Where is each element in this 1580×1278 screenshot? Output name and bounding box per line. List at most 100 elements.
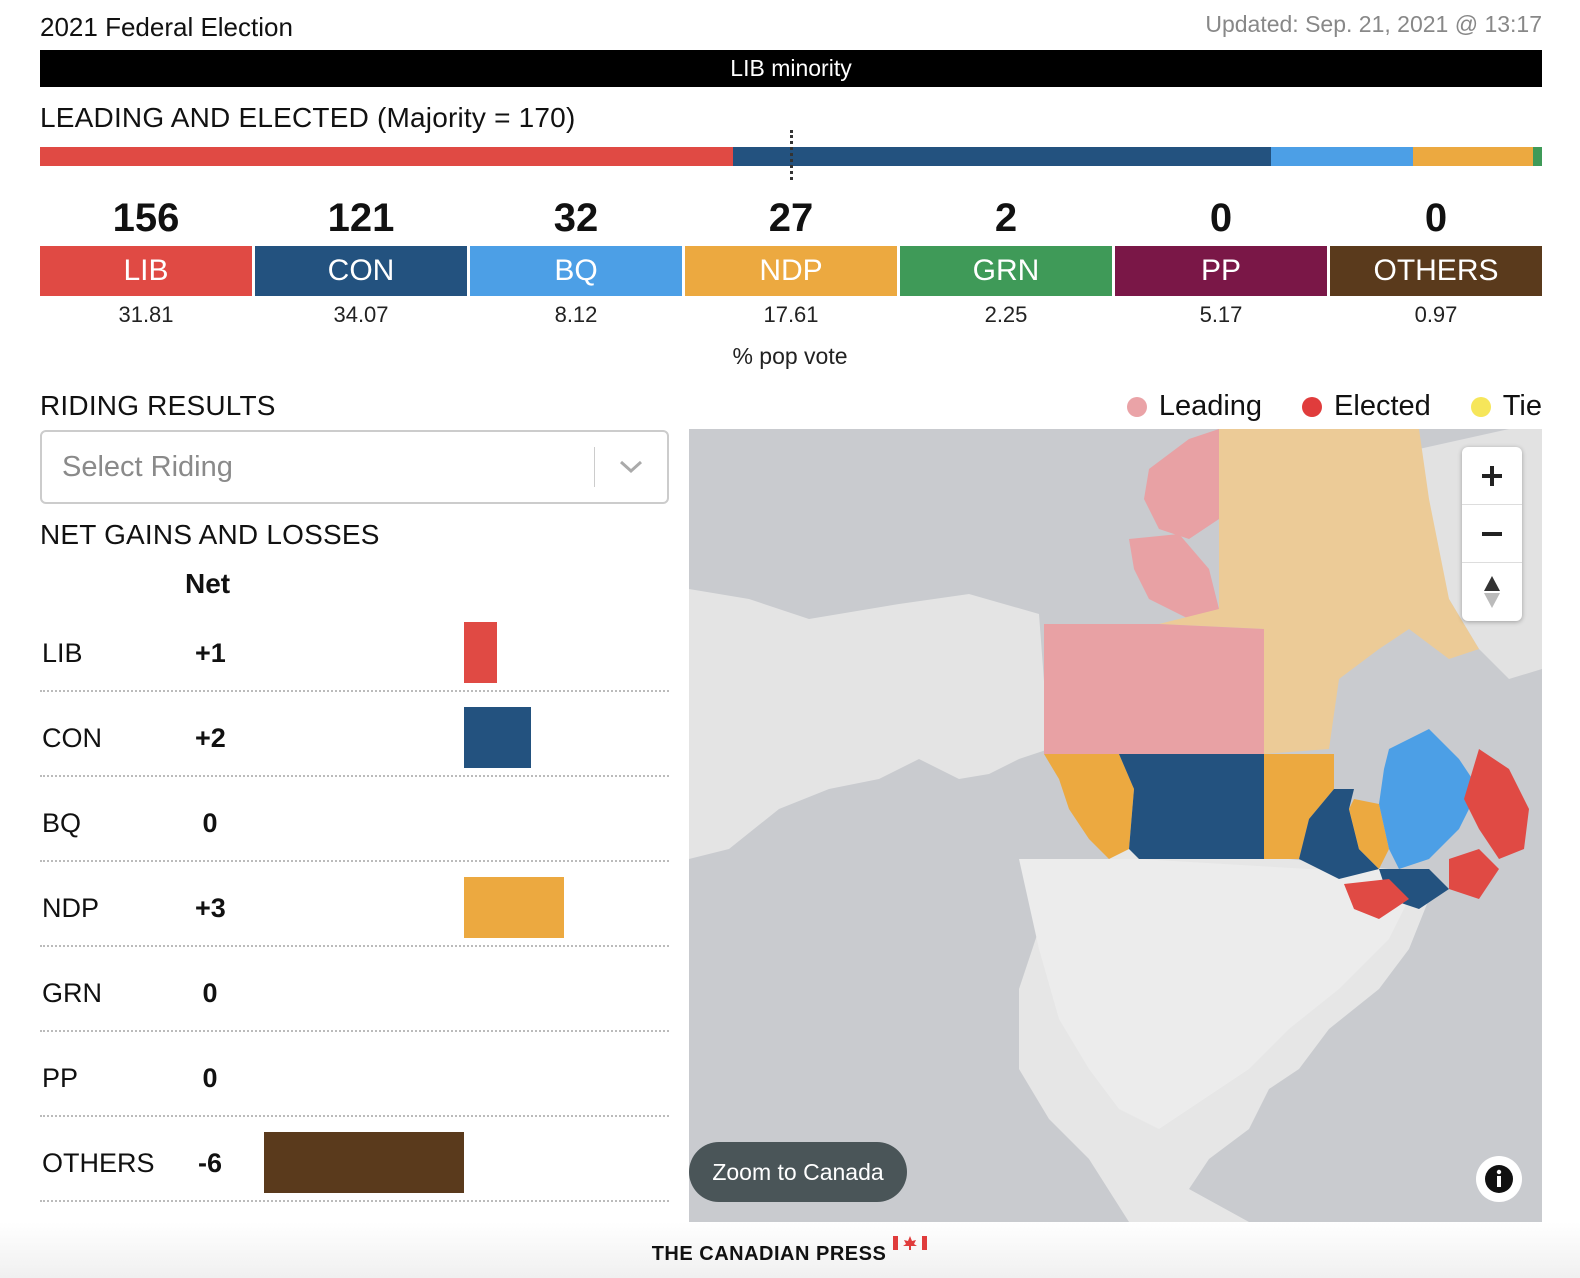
net-bar-others <box>264 1132 464 1193</box>
party-label: PP <box>1115 246 1327 296</box>
seat-segment-lib <box>40 147 734 166</box>
zoom-control <box>1462 447 1522 621</box>
riding-select[interactable]: Select Riding <box>40 430 669 504</box>
party-column-others: 0 OTHERS 0.97 <box>1330 190 1542 328</box>
riding-results-title: RIDING RESULTS <box>40 390 276 421</box>
party-pop-vote: 8.12 <box>554 302 598 327</box>
info-icon <box>1484 1164 1514 1194</box>
party-seat-count: 0 <box>1209 196 1233 240</box>
net-row-ndp: NDP +3 <box>40 862 669 947</box>
zoom-out-button[interactable] <box>1462 505 1522 563</box>
legend-dot <box>1470 396 1491 417</box>
net-party-name: PP <box>42 1063 79 1093</box>
party-column-con: 121 CON 34.07 <box>255 190 467 328</box>
party-seat-count: 27 <box>768 196 814 240</box>
net-party-name: BQ <box>42 808 82 838</box>
net-change-value: +3 <box>195 893 226 923</box>
pop-vote-label: % pop vote <box>732 343 848 369</box>
party-seat-count: 156 <box>112 196 180 240</box>
seat-segment-bq <box>1270 147 1414 166</box>
net-party-name: OTHERS <box>42 1148 155 1178</box>
party-seat-count: 32 <box>553 196 599 240</box>
net-party-name: NDP <box>42 893 100 923</box>
zoom-in-button[interactable] <box>1462 447 1522 505</box>
minus-icon <box>1480 522 1504 546</box>
party-column-ndp: 27 NDP 17.61 <box>685 190 897 328</box>
party-label: GRN <box>900 246 1112 296</box>
legend-label: Leading <box>1158 390 1263 422</box>
chevron-down-icon[interactable] <box>595 459 667 475</box>
party-label: OTHERS <box>1330 246 1542 296</box>
party-column-bq: 32 BQ 8.12 <box>470 190 682 328</box>
net-row-pp: PP 0 <box>40 1032 669 1117</box>
riding-select-placeholder: Select Riding <box>62 450 233 483</box>
zoom-to-canada-button[interactable]: Zoom to Canada <box>689 1142 907 1202</box>
net-change-value: 0 <box>202 808 218 838</box>
party-results-grid: 156 LIB 31.81 121 CON 34.07 32 BQ 8.12 27 NDP 17.61… <box>40 190 1542 328</box>
party-pop-vote: 17.61 <box>763 302 819 327</box>
election-title: 2021 Federal Election <box>40 12 293 42</box>
net-row-bq: BQ 0 <box>40 777 669 862</box>
riding-map[interactable]: Zoom to Canada <box>689 429 1542 1222</box>
net-column-header: Net <box>185 568 231 599</box>
net-change-value: -6 <box>197 1148 222 1178</box>
party-label: NDP <box>685 246 897 296</box>
legend-label: Tie <box>1502 390 1542 422</box>
net-change-value: 0 <box>202 1063 218 1093</box>
legend-item-elected: Elected <box>1302 390 1431 423</box>
party-pop-vote: 5.17 <box>1199 302 1243 327</box>
select-divider <box>594 447 595 487</box>
net-change-value: +1 <box>195 638 226 668</box>
compass-icon <box>1482 574 1502 610</box>
maple-leaf-icon <box>892 1234 928 1257</box>
net-change-value: +2 <box>195 723 226 753</box>
legend-dot <box>1126 396 1147 417</box>
leading-elected-title: LEADING AND ELECTED (Majority = 170) <box>40 102 576 133</box>
reset-bearing-button[interactable] <box>1462 563 1522 621</box>
party-pop-vote: 31.81 <box>118 302 174 327</box>
net-row-lib: LIB +1 <box>40 607 669 692</box>
party-column-pp: 0 PP 5.17 <box>1115 190 1327 328</box>
net-bar-ndp <box>464 877 564 938</box>
net-party-name: LIB <box>42 638 83 668</box>
net-gains-title: NET GAINS AND LOSSES <box>40 519 380 550</box>
party-column-grn: 2 GRN 2.25 <box>900 190 1112 328</box>
status-banner: LIB minority <box>40 50 1542 87</box>
net-row-others: OTHERS -6 <box>40 1117 669 1202</box>
party-pop-vote: 0.97 <box>1414 302 1458 327</box>
net-row-con: CON +2 <box>40 692 669 777</box>
party-label: CON <box>255 246 467 296</box>
net-party-name: CON <box>42 723 102 753</box>
brand-logo-text: THE CANADIAN PRESS <box>651 1242 887 1265</box>
net-row-grn: GRN 0 <box>40 947 669 1032</box>
party-pop-vote: 34.07 <box>333 302 389 327</box>
net-party-name: GRN <box>42 978 102 1008</box>
seat-segment-grn <box>1533 147 1542 166</box>
legend-item-leading: Leading <box>1126 390 1263 423</box>
party-label: LIB <box>40 246 252 296</box>
seat-segment-ndp <box>1413 147 1534 166</box>
map-canvas[interactable] <box>689 429 1542 1222</box>
legend-item-tie: Tie <box>1470 390 1542 423</box>
legend-dot <box>1302 396 1323 417</box>
legend-label: Elected <box>1334 390 1431 422</box>
party-label: BQ <box>470 246 682 296</box>
status-text: LIB minority <box>730 55 852 81</box>
majority-marker <box>790 130 793 180</box>
party-column-lib: 156 LIB 31.81 <box>40 190 252 328</box>
updated-timestamp: Updated: Sep. 21, 2021 @ 13:17 <box>1205 11 1542 37</box>
net-bar-con <box>464 707 531 768</box>
party-pop-vote: 2.25 <box>984 302 1028 327</box>
party-seat-count: 121 <box>327 196 395 240</box>
info-button[interactable] <box>1476 1156 1522 1202</box>
party-seat-count: 2 <box>994 196 1018 240</box>
seat-distribution-bar <box>40 147 1542 166</box>
plus-icon <box>1480 464 1504 488</box>
map-legend: Leading Elected Tie <box>1126 390 1542 423</box>
footer: THE CANADIAN PRESS <box>0 1222 1580 1278</box>
seat-segment-con <box>733 147 1271 166</box>
net-gains-table: LIB +1 CON +2 BQ 0 NDP +3 GRN 0 PP 0 OTHERS -6 <box>40 607 669 1202</box>
net-bar-lib <box>464 622 498 683</box>
net-change-value: 0 <box>202 978 218 1008</box>
party-seat-count: 0 <box>1424 196 1448 240</box>
